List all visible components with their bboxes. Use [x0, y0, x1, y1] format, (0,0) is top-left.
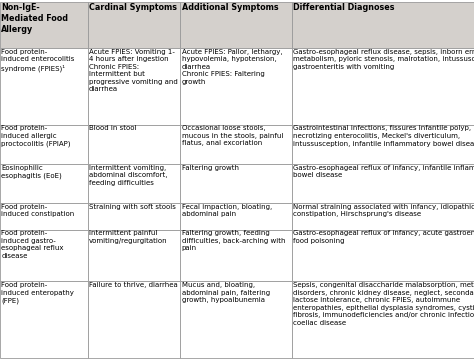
Text: Normal straining associated with infancy, idiopathic
constipation, Hirschsprung': Normal straining associated with infancy…	[293, 204, 474, 217]
Text: Gastro-esophageal reflux of infancy, acute gastroenteritis,
food poisoning: Gastro-esophageal reflux of infancy, acu…	[293, 230, 474, 244]
Text: Sepsis, congenital disaccharide malabsorption, metabolic
disorders, chronic kidn: Sepsis, congenital disaccharide malabsor…	[293, 282, 474, 325]
Text: Acute FPIES: Pallor, lethargy,
hypovolemia, hypotension,
diarrhea
Chronic FPIES:: Acute FPIES: Pallor, lethargy, hypovolem…	[182, 49, 282, 85]
Text: Fecal impaction, bloating,
abdominal pain: Fecal impaction, bloating, abdominal pai…	[182, 204, 272, 217]
Text: Food protein-
induced gastro-
esophageal reflux
disease: Food protein- induced gastro- esophageal…	[1, 230, 64, 259]
Bar	[292, 125, 474, 164]
Bar	[88, 2, 180, 48]
Text: Mucus and, bloating,
abdominal pain, faltering
growth, hypoalbunemia: Mucus and, bloating, abdominal pain, fal…	[182, 282, 270, 303]
Bar	[0, 125, 88, 164]
Text: Failure to thrive, diarrhea: Failure to thrive, diarrhea	[89, 282, 178, 288]
Text: Eosinophilic
esophagitis (EoE): Eosinophilic esophagitis (EoE)	[1, 165, 62, 179]
Bar	[180, 282, 292, 358]
Bar	[0, 2, 88, 48]
Text: Cardinal Symptoms: Cardinal Symptoms	[89, 3, 177, 12]
Text: Occasional loose stools,
mucous in the stools, painful
flatus, anal excoriation: Occasional loose stools, mucous in the s…	[182, 125, 283, 147]
Text: Acute FPIES: Vomiting 1-
4 hours after ingestion
Chronic FPIES:
Intermittent but: Acute FPIES: Vomiting 1- 4 hours after i…	[89, 49, 178, 93]
Bar	[88, 125, 180, 164]
Bar	[292, 2, 474, 48]
Text: Food protein-
induced allergic
proctocolitis (FPIAP): Food protein- induced allergic proctocol…	[1, 125, 71, 147]
Bar	[180, 230, 292, 282]
Bar	[180, 164, 292, 203]
Bar	[88, 203, 180, 230]
Bar	[292, 230, 474, 282]
Bar	[0, 203, 88, 230]
Text: Food protein-
induced enterocolitis
syndrome (FPIES)¹: Food protein- induced enterocolitis synd…	[1, 49, 75, 72]
Text: Intermittent painful
vomiting/regurgitation: Intermittent painful vomiting/regurgitat…	[89, 230, 168, 244]
Text: Faltering growth, feeding
difficulties, back-arching with
pain: Faltering growth, feeding difficulties, …	[182, 230, 285, 252]
Bar	[88, 48, 180, 125]
Bar	[88, 282, 180, 358]
Bar	[0, 164, 88, 203]
Bar	[88, 230, 180, 282]
Text: Non-IgE-
Mediated Food
Allergy: Non-IgE- Mediated Food Allergy	[1, 3, 68, 34]
Text: Gastrointestinal infections, fissures Infantile polyp,
necrotizing enterocolitis: Gastrointestinal infections, fissures In…	[293, 125, 474, 147]
Text: Food protein-
induced constipation: Food protein- induced constipation	[1, 204, 75, 217]
Bar	[292, 203, 474, 230]
Bar	[180, 48, 292, 125]
Bar	[292, 164, 474, 203]
Bar	[88, 164, 180, 203]
Bar	[180, 203, 292, 230]
Text: Gastro-esophageal reflux of infancy, infantile inflammatory
bowel disease: Gastro-esophageal reflux of infancy, inf…	[293, 165, 474, 178]
Bar	[180, 2, 292, 48]
Text: Intermittent vomiting,
abdominal discomfort,
feeding difficulties: Intermittent vomiting, abdominal discomf…	[89, 165, 168, 185]
Bar	[0, 48, 88, 125]
Text: Faltering growth: Faltering growth	[182, 165, 238, 171]
Text: Differential Diagnoses: Differential Diagnoses	[293, 3, 394, 12]
Bar	[0, 230, 88, 282]
Text: Straining with soft stools: Straining with soft stools	[89, 204, 176, 210]
Bar	[180, 125, 292, 164]
Text: Blood in stool: Blood in stool	[89, 125, 137, 131]
Text: Gastro-esophageal reflux disease, sepsis, inborn errors of
metabolism, pyloric s: Gastro-esophageal reflux disease, sepsis…	[293, 49, 474, 70]
Text: Food protein-
induced enteropathy
(FPE): Food protein- induced enteropathy (FPE)	[1, 282, 74, 303]
Bar	[292, 282, 474, 358]
Bar	[292, 48, 474, 125]
Bar	[0, 282, 88, 358]
Text: Additional Symptoms: Additional Symptoms	[182, 3, 278, 12]
